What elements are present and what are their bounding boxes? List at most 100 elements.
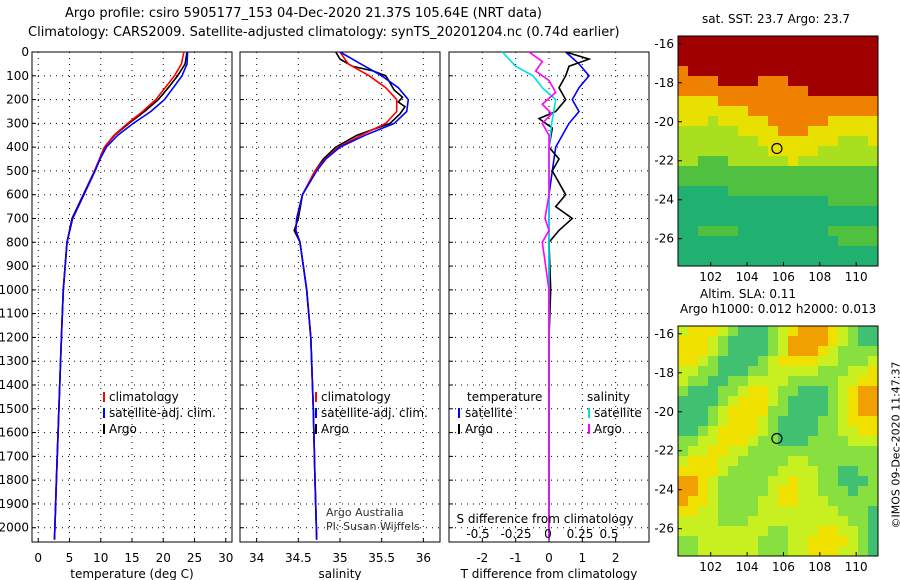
map-cell	[698, 106, 709, 117]
map-cell	[688, 476, 699, 487]
y-tick-label: 2000	[0, 521, 29, 535]
map-cell	[838, 466, 849, 477]
map-cell	[738, 426, 749, 437]
map-cell	[848, 536, 859, 547]
map-cell	[748, 546, 759, 557]
map-cell	[678, 256, 689, 267]
map-cell	[748, 146, 759, 157]
header-line-2: Climatology: CARS2009. Satellite-adjuste…	[28, 25, 620, 40]
map-cell	[748, 246, 759, 257]
map-cell	[708, 356, 719, 367]
legend-label: Argo	[594, 422, 622, 436]
map-cell	[768, 166, 779, 177]
map-cell	[698, 336, 709, 347]
map-cell	[788, 66, 799, 77]
map-cell	[798, 396, 809, 407]
map-cell	[788, 426, 799, 437]
map-cell	[698, 546, 709, 557]
map-cell	[778, 536, 789, 547]
map-cell	[678, 436, 689, 447]
map-cell	[718, 416, 729, 427]
map-cell	[818, 46, 829, 57]
map-cell	[688, 456, 699, 467]
map-cell	[718, 126, 729, 137]
y-tick-label: 100	[6, 69, 29, 83]
map-cell	[828, 186, 839, 197]
map-cell	[708, 346, 719, 357]
map-cell	[868, 426, 879, 437]
map-cell	[788, 526, 799, 537]
map-cell	[848, 256, 859, 267]
map-cell	[808, 226, 819, 237]
map-cell	[688, 436, 699, 447]
map-cell	[708, 516, 719, 527]
map-cell	[818, 146, 829, 157]
map-cell	[788, 106, 799, 117]
map-frame	[677, 35, 879, 267]
map-cell	[818, 156, 829, 167]
map-cell	[738, 436, 749, 447]
map-cell	[848, 466, 859, 477]
map-cell	[778, 106, 789, 117]
map-cell	[738, 46, 749, 57]
map-cell	[698, 196, 709, 207]
map-cell	[868, 396, 879, 407]
map-cell	[738, 336, 749, 347]
map-cell	[728, 526, 739, 537]
map-cell	[768, 336, 779, 347]
map-cell	[828, 386, 839, 397]
map-cell	[728, 346, 739, 357]
map-cell	[688, 206, 699, 217]
map-cell	[728, 76, 739, 87]
map-cell	[728, 506, 739, 517]
map-cell	[728, 386, 739, 397]
map-cell	[728, 176, 739, 187]
map-cell	[798, 256, 809, 267]
map-cell	[828, 546, 839, 557]
map-cell	[698, 186, 709, 197]
map-cell	[818, 256, 829, 267]
map-cell	[678, 176, 689, 187]
map-cell	[738, 136, 749, 147]
map-cell	[768, 526, 779, 537]
sst-map: -16 -18 -20 -22 -24 -26 102 104 106 108 110	[654, 35, 879, 284]
map-cell	[728, 476, 739, 487]
lat-tick-label: -26	[654, 522, 674, 536]
map-cell	[708, 66, 719, 77]
map-cell	[768, 396, 779, 407]
map-cell	[688, 486, 699, 497]
lat-tick-label: -26	[654, 232, 674, 246]
map-cell	[768, 466, 779, 477]
map-cell	[868, 406, 879, 417]
map-cell	[838, 146, 849, 157]
map-cell	[778, 206, 789, 217]
map-cell	[688, 416, 699, 427]
map-cell	[848, 366, 859, 377]
x-tick-label: 34	[249, 551, 264, 565]
lat-tick-label: -20	[654, 115, 674, 129]
lon-tick-label: 110	[845, 270, 868, 284]
map-cell	[818, 136, 829, 147]
map-cell	[788, 86, 799, 97]
map-cell	[858, 366, 869, 377]
map-cell	[698, 256, 709, 267]
map-cell	[808, 206, 819, 217]
map-cell	[838, 76, 849, 87]
map-cell	[738, 86, 749, 97]
map-cell	[828, 376, 839, 387]
map-cell	[818, 476, 829, 487]
map-cell	[688, 76, 699, 87]
map-cell	[828, 516, 839, 527]
map-cell	[708, 426, 719, 437]
map-cell	[838, 336, 849, 347]
map-cell	[678, 536, 689, 547]
map-cell	[748, 516, 759, 527]
x-tick-label: -1	[510, 551, 522, 565]
map-cell	[818, 496, 829, 507]
map-cell	[828, 486, 839, 497]
map-cell	[708, 176, 719, 187]
map-cell	[838, 366, 849, 377]
map-cell	[858, 206, 869, 217]
map-cell	[688, 116, 699, 127]
map-cell	[688, 356, 699, 367]
